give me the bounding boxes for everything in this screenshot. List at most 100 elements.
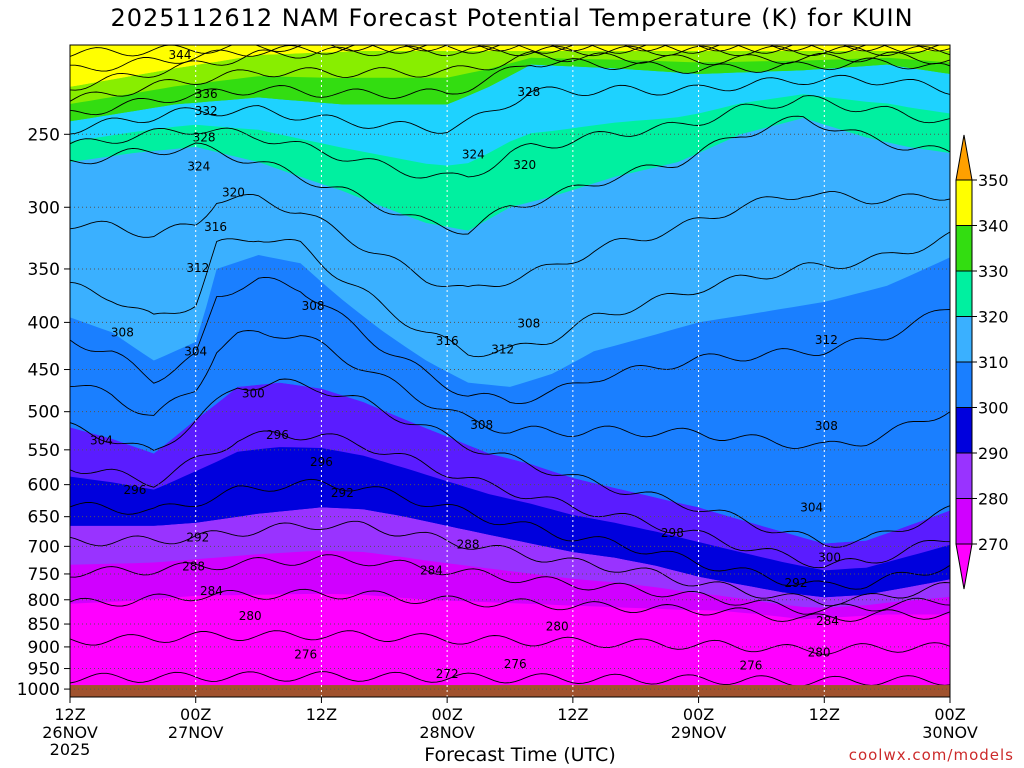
y-tick-label: 600 xyxy=(28,476,60,496)
y-tick-label: 850 xyxy=(28,615,60,635)
isotherm-320 xyxy=(70,115,950,235)
contour-label: 284 xyxy=(420,564,443,578)
x-tick-date-label: 28NOV xyxy=(419,723,475,742)
colorbar-label: 310 xyxy=(978,353,1009,372)
contour-label: 292 xyxy=(785,576,808,590)
colorbar-segment xyxy=(955,179,973,226)
isotherm-348 xyxy=(70,45,950,57)
y-tick-label: 300 xyxy=(28,198,60,218)
contour-label: 288 xyxy=(182,559,205,573)
colorbar-label: 300 xyxy=(978,399,1009,418)
contour-label: 296 xyxy=(123,483,146,497)
colorbar-label: 280 xyxy=(978,490,1009,509)
contour-label: 304 xyxy=(184,344,207,358)
contour-label: 276 xyxy=(504,657,527,671)
contour-label: 312 xyxy=(186,261,209,275)
isotherm-316 xyxy=(70,191,950,288)
y-tick-label: 450 xyxy=(28,361,60,381)
colorbar-label: 350 xyxy=(978,171,1009,190)
colorbar-label: 290 xyxy=(978,444,1009,463)
x-tick-label: 00Z xyxy=(431,705,462,724)
contour-label: 308 xyxy=(111,325,134,339)
contour-label: 344 xyxy=(169,48,192,62)
y-tick-label: 800 xyxy=(28,591,60,611)
isotherm-284 xyxy=(70,554,950,615)
contour-label: 298 xyxy=(661,526,684,540)
contour-label: 328 xyxy=(517,85,540,99)
contour-label: 316 xyxy=(436,334,459,348)
contour-label: 308 xyxy=(470,418,493,432)
colorbar-segment xyxy=(955,270,973,317)
contour-label: 324 xyxy=(462,148,485,162)
contour-label: 292 xyxy=(331,486,354,500)
colorbar-segment xyxy=(955,316,973,363)
isotherm-340 xyxy=(70,45,950,91)
chart-title: 2025112612 NAM Forecast Potential Temper… xyxy=(110,4,914,32)
isotherm-288 xyxy=(70,520,950,607)
contour-label: 300 xyxy=(242,387,265,401)
y-tick-label: 950 xyxy=(28,660,60,680)
x-tick-label: 12Z xyxy=(306,705,337,724)
isotherm-308 xyxy=(70,276,950,405)
y-tick-label: 500 xyxy=(28,403,60,423)
colorbar-segment xyxy=(955,498,973,545)
contour-label: 280 xyxy=(808,646,831,660)
x-tick-date-label: 26NOV xyxy=(42,723,98,742)
contour-label: 308 xyxy=(815,419,838,433)
contour-label: 324 xyxy=(187,160,210,174)
x-tick-date-label: 30NOV xyxy=(922,723,978,742)
contour-label: 276 xyxy=(294,647,317,661)
contour-label: 320 xyxy=(222,185,245,199)
filled-contour-bands xyxy=(70,45,950,697)
x-tick-year-label: 2025 xyxy=(50,740,91,759)
contour-label: 312 xyxy=(815,333,838,347)
contour-label: 320 xyxy=(513,158,536,172)
plot-frame xyxy=(69,44,951,698)
x-tick-label: 12Z xyxy=(809,705,840,724)
contour-label: 280 xyxy=(239,609,262,623)
y-tick-label: 700 xyxy=(28,537,60,557)
contour-label: 300 xyxy=(818,551,841,565)
x-axis-title: Forecast Time (UTC) xyxy=(424,744,616,766)
isotherm-276 xyxy=(70,630,950,655)
colorbar-segment xyxy=(955,225,973,272)
y-tick-label: 900 xyxy=(28,638,60,658)
contour-label: 304 xyxy=(90,433,113,447)
x-tick-label: 12Z xyxy=(54,705,85,724)
contour-labels: 3443363323283243203163123083043002962922… xyxy=(90,48,841,681)
contour-label: 296 xyxy=(310,455,333,469)
colorbar-label: 340 xyxy=(978,217,1009,236)
isotherm-296 xyxy=(70,430,950,569)
y-tick-label: 350 xyxy=(28,260,60,280)
x-tick-date-label: 27NOV xyxy=(168,723,224,742)
contour-label: 284 xyxy=(200,584,223,598)
y-tick-label: 1000 xyxy=(17,680,60,700)
contour-label: 280 xyxy=(546,619,569,633)
x-tick-label: 00Z xyxy=(683,705,714,724)
y-tick-label: 650 xyxy=(28,508,60,528)
contour-label: 336 xyxy=(195,87,218,101)
colorbar-label: 270 xyxy=(978,535,1009,554)
contour-label: 292 xyxy=(186,531,209,545)
contour-label: 328 xyxy=(193,130,216,144)
source-credit: coolwx.com/models xyxy=(848,746,1014,764)
x-tick-label: 00Z xyxy=(934,705,965,724)
y-tick-label: 250 xyxy=(28,125,60,145)
contour-label: 284 xyxy=(816,614,839,628)
isotherm-332 xyxy=(70,57,950,116)
isotherm-344 xyxy=(70,45,942,72)
isotherm-324 xyxy=(70,95,950,179)
contour-label: 316 xyxy=(204,220,227,234)
colorbar-label: 320 xyxy=(978,308,1009,327)
colorbar-legend: 350 340 330 320 310 300 290 280 270 xyxy=(955,134,1009,590)
colorbar-segment xyxy=(955,361,973,408)
y-tick-label: 400 xyxy=(28,313,60,333)
isotherm-300 xyxy=(70,378,950,548)
x-tick-label: 00Z xyxy=(180,705,211,724)
grid-lines xyxy=(70,45,950,697)
isotherm-304 xyxy=(70,330,950,449)
isotherm-280 xyxy=(70,588,950,622)
ground-surface xyxy=(70,685,950,697)
